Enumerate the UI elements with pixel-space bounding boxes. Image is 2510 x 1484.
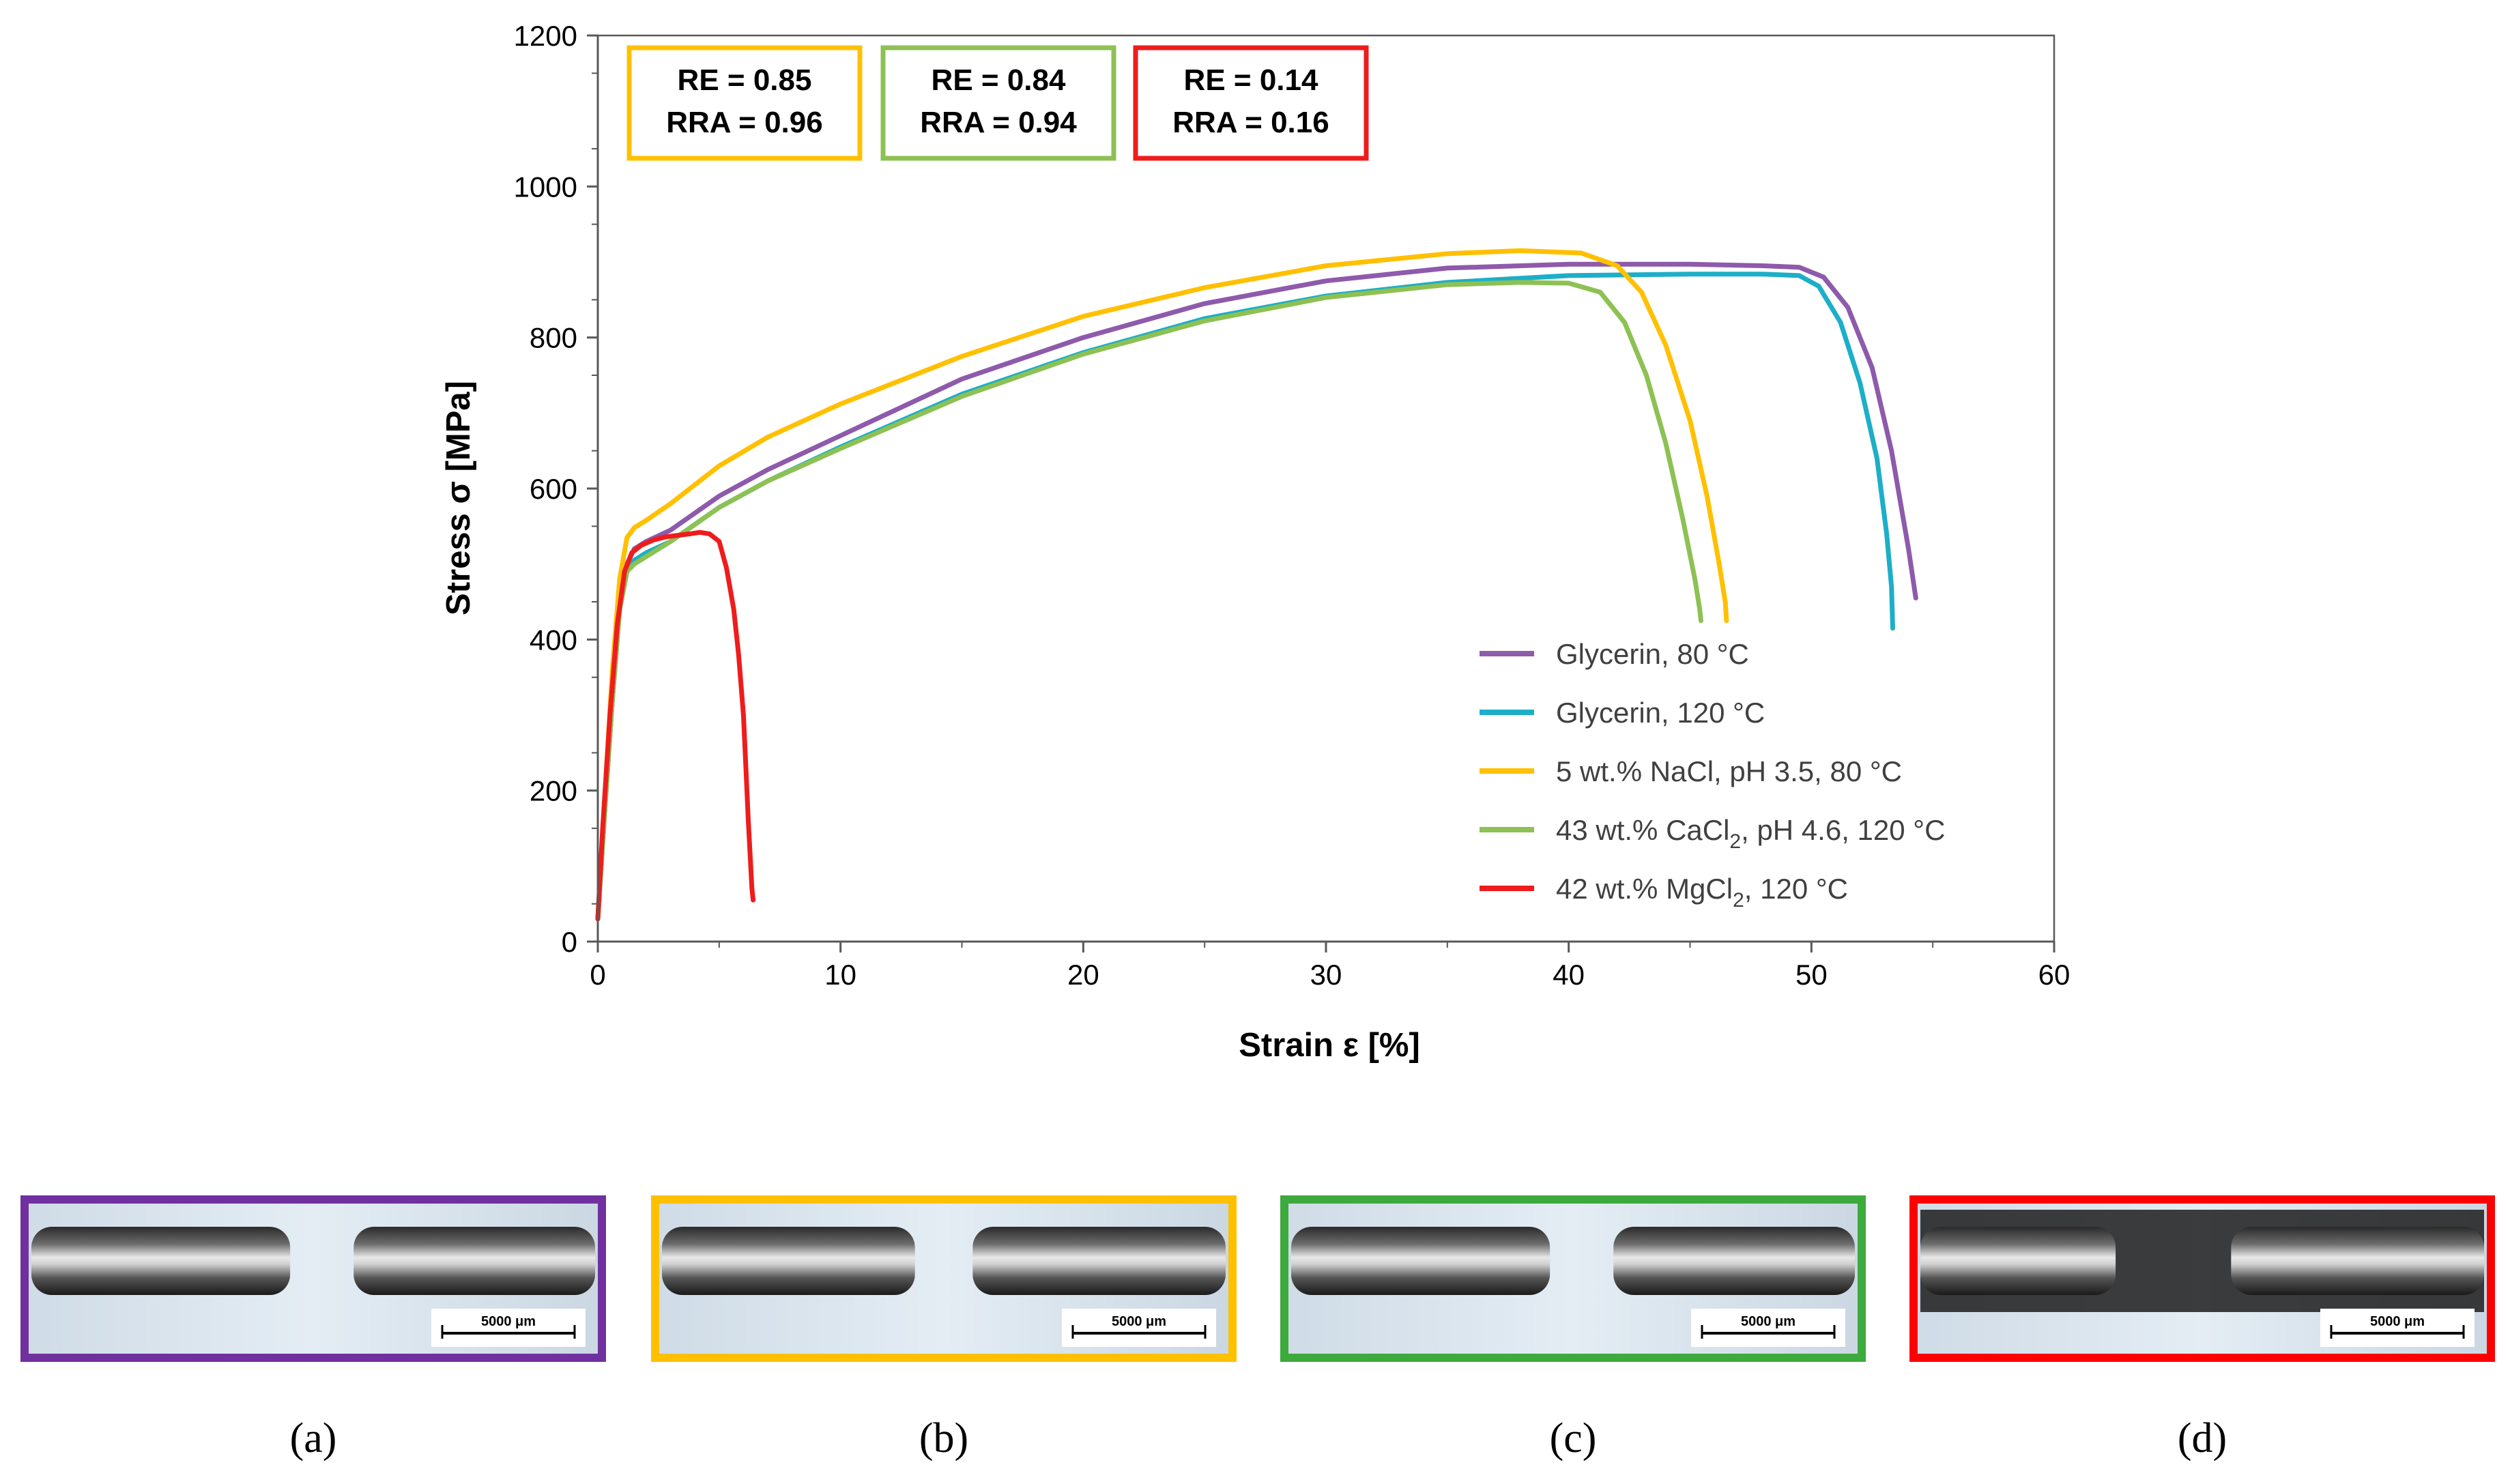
legend-label: 5 wt.% NaCl, pH 3.5, 80 °C (1556, 755, 1902, 787)
x-tick-label: 0 (590, 959, 605, 991)
legend-entry-3: 43 wt.% CaCl2, pH 4.6, 120 °C (1480, 814, 1945, 853)
x-tick-label: 50 (1795, 959, 1828, 991)
y-tick-label: 600 (530, 473, 577, 505)
y-tick-label: 400 (530, 624, 577, 656)
y-axis-label: Stress σ [MPa] (440, 381, 477, 615)
right-specimen (1613, 1227, 1855, 1295)
y-tick-label: 800 (530, 322, 577, 354)
panel-label: (d) (2178, 1415, 2227, 1461)
series-line-4 (595, 529, 756, 922)
left-specimen (662, 1227, 915, 1295)
series-line-3 (595, 280, 1703, 922)
annotation-box-0: RE = 0.85 RRA = 0.96 (626, 45, 863, 161)
axes: Strain ε [%] Stress σ [MPa] 020040060080… (440, 20, 2070, 1064)
panel-label: (b) (919, 1415, 968, 1461)
legend-label-text: , 120 °C (1744, 873, 1848, 905)
legend-label: Glycerin, 120 °C (1556, 697, 1765, 729)
x-tick-label: 60 (2038, 959, 2071, 991)
annotation-box-1: RE = 0.84 RRA = 0.94 (880, 45, 1116, 161)
x-tick-label: 10 (824, 959, 856, 991)
legend-label: 43 wt.% CaCl2, pH 4.6, 120 °C (1556, 814, 1945, 853)
y-tick-label: 1000 (514, 171, 577, 203)
legend-label-text: 43 wt.% CaCl (1556, 814, 1729, 846)
panel-frame (651, 1195, 1237, 1362)
plot-area (595, 248, 1918, 922)
scale-bar-label: 5000 μm (1112, 1314, 1166, 1329)
annotation-frame (1133, 45, 1369, 161)
series-line-2 (595, 248, 1729, 922)
legend-label-text: Glycerin, 80 °C (1556, 638, 1749, 670)
plot-frame (596, 34, 2055, 943)
legend-label-text: , pH 4.6, 120 °C (1741, 814, 1945, 846)
y-tick-label: 0 (562, 926, 577, 958)
scale-bar-box (2320, 1309, 2475, 1347)
left-specimen (1920, 1227, 2116, 1295)
scale-bar-box (431, 1309, 586, 1347)
panel-frame (1280, 1195, 1866, 1362)
annotation-re: RE = 0.14 (1184, 63, 1318, 97)
legend-label-text: 5 wt.% NaCl, pH 3.5, 80 °C (1556, 755, 1902, 787)
panel-label: (c) (1550, 1415, 1597, 1461)
legend-label-text: 42 wt.% MgCl (1556, 873, 1733, 905)
legend-entry-4: 42 wt.% MgCl2, 120 °C (1480, 873, 1848, 912)
x-axis-label: Strain ε [%] (1239, 1027, 1420, 1064)
scale-bar-box (1691, 1309, 1845, 1347)
scale-bar-label: 5000 μm (2370, 1314, 2425, 1329)
annotation-rra: RRA = 0.94 (920, 106, 1077, 139)
panel-d: 5000 μm (d) (1909, 1195, 2495, 1461)
y-tick-label: 200 (530, 775, 577, 807)
legend-label-subscript: 2 (1733, 889, 1744, 912)
x-tick-label: 30 (1310, 959, 1342, 991)
legend-label-text: Glycerin, 120 °C (1556, 697, 1765, 729)
left-specimen (31, 1227, 291, 1295)
legend-entry-0: Glycerin, 80 °C (1480, 638, 1749, 670)
scale-bar-label: 5000 μm (1741, 1314, 1795, 1329)
x-tick-label: 20 (1067, 959, 1099, 991)
panel-a: 5000 μm (a) (20, 1195, 606, 1461)
scale-bar-box (1062, 1309, 1216, 1347)
annotation-frame (880, 45, 1116, 161)
left-specimen (1291, 1227, 1550, 1295)
legend: Glycerin, 80 °C Glycerin, 120 °C 5 wt.% Na… (1480, 638, 1945, 912)
legend-entry-1: Glycerin, 120 °C (1480, 697, 1765, 729)
right-specimen (972, 1227, 1226, 1295)
right-specimen (2231, 1227, 2484, 1295)
panel-frame (1909, 1195, 2495, 1362)
legend-label-subscript: 2 (1729, 830, 1741, 853)
x-tick-label: 40 (1553, 959, 1585, 991)
y-tick-label: 1200 (514, 20, 577, 52)
legend-entry-2: 5 wt.% NaCl, pH 3.5, 80 °C (1480, 755, 1902, 787)
legend-label: Glycerin, 80 °C (1556, 638, 1749, 670)
panel-frame (20, 1195, 606, 1362)
annotation-rra: RRA = 0.96 (666, 106, 822, 139)
right-specimen (354, 1227, 595, 1295)
legend-label: 42 wt.% MgCl2, 120 °C (1556, 873, 1848, 912)
panel-b: 5000 μm (b) (651, 1195, 1237, 1461)
panel-label: (a) (290, 1415, 337, 1461)
fracture-panels: 5000 μm (a) 5000 μm (b) 5000 μm (c) 5000 μm (d) (20, 1195, 2495, 1461)
annotation-re: RE = 0.85 (678, 63, 812, 97)
panel-c: 5000 μm (c) (1280, 1195, 1866, 1461)
annotation-box-2: RE = 0.14 RRA = 0.16 (1133, 45, 1369, 161)
scale-bar-label: 5000 μm (481, 1314, 536, 1329)
annotation-frame (626, 45, 863, 161)
annotation-rra: RRA = 0.16 (1172, 106, 1329, 139)
annotation-re: RE = 0.84 (932, 63, 1066, 97)
